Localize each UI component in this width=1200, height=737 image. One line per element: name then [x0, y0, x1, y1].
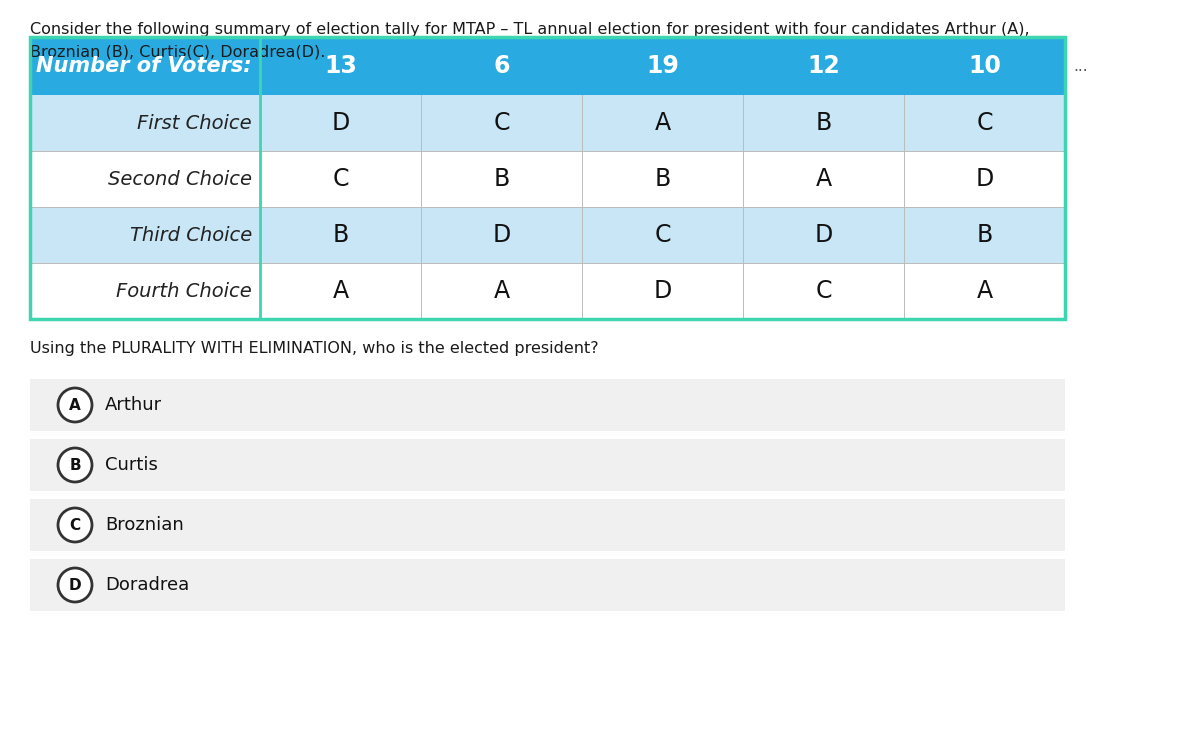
Text: D: D [68, 578, 82, 593]
Bar [30, 263, 1066, 319]
Text: Number of Voters:: Number of Voters: [36, 56, 252, 76]
Text: B: B [654, 167, 671, 191]
Bar [30, 559, 1066, 611]
Text: B: B [70, 458, 80, 472]
Bar [30, 379, 1066, 431]
Text: D: D [653, 279, 672, 303]
Text: 19: 19 [646, 54, 679, 78]
Text: C: C [815, 279, 832, 303]
Bar [30, 499, 1066, 551]
Text: C: C [332, 167, 349, 191]
Text: B: B [815, 111, 832, 135]
Text: Using the PLURALITY WITH ELIMINATION, who is the elected president?: Using the PLURALITY WITH ELIMINATION, wh… [30, 341, 599, 356]
Text: C: C [977, 111, 992, 135]
Text: 10: 10 [968, 54, 1001, 78]
Text: First Choice: First Choice [137, 113, 252, 133]
Text: 6: 6 [493, 54, 510, 78]
Text: B: B [493, 167, 510, 191]
Text: Curtis: Curtis [106, 456, 158, 474]
Bar [30, 439, 1066, 491]
Text: A: A [654, 111, 671, 135]
Bar [30, 37, 1066, 319]
Circle shape [58, 568, 92, 602]
Circle shape [58, 508, 92, 542]
Text: Third Choice: Third Choice [130, 226, 252, 245]
Text: D: D [331, 111, 349, 135]
Text: C: C [70, 517, 80, 533]
Text: B: B [332, 223, 349, 247]
Bar [30, 95, 1066, 151]
Bar [30, 37, 1066, 95]
Text: 13: 13 [324, 54, 356, 78]
Bar [30, 151, 1066, 207]
Text: C: C [493, 111, 510, 135]
Text: Fourth Choice: Fourth Choice [116, 282, 252, 301]
Text: A: A [493, 279, 510, 303]
Circle shape [58, 388, 92, 422]
Text: A: A [70, 397, 80, 413]
Bar [30, 207, 1066, 263]
Text: A: A [977, 279, 992, 303]
Text: Arthur: Arthur [106, 396, 162, 414]
Text: Second Choice: Second Choice [108, 170, 252, 189]
Text: ...: ... [1073, 58, 1087, 74]
Text: A: A [816, 167, 832, 191]
Text: C: C [654, 223, 671, 247]
Text: D: D [492, 223, 511, 247]
Text: D: D [815, 223, 833, 247]
Text: D: D [976, 167, 994, 191]
Text: 12: 12 [808, 54, 840, 78]
Text: B: B [977, 223, 992, 247]
Circle shape [58, 448, 92, 482]
Text: Doradrea: Doradrea [106, 576, 190, 594]
Text: Broznian: Broznian [106, 516, 184, 534]
Text: Consider the following summary of election tally for MTAP – TL annual election f: Consider the following summary of electi… [30, 22, 1030, 59]
Text: A: A [332, 279, 348, 303]
